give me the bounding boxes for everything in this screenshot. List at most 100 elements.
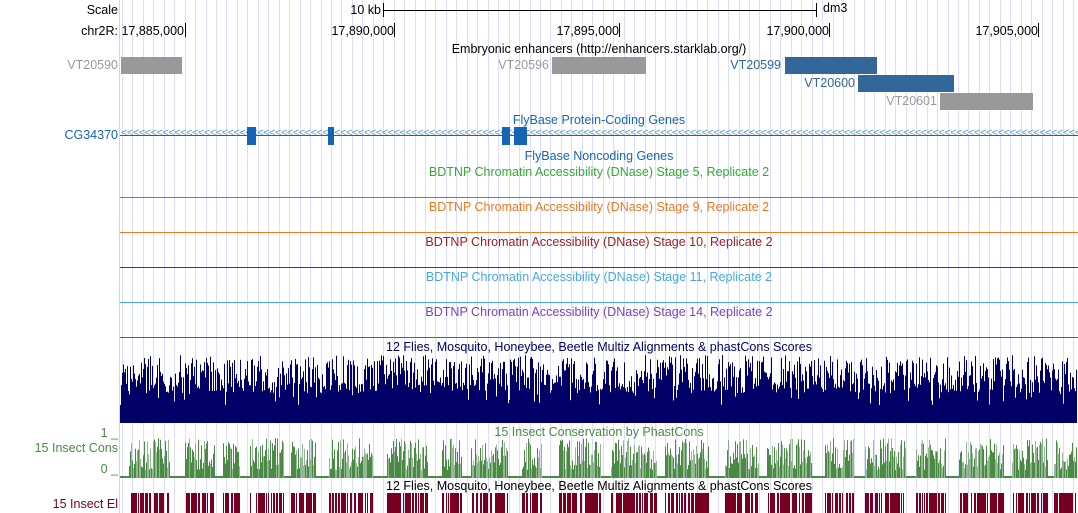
gene-exon[interactable] (502, 127, 510, 145)
cons-bar (373, 476, 374, 478)
cons-bar (674, 468, 675, 478)
multiz-bar (820, 365, 821, 423)
enhancer-label: VT20599 (730, 58, 781, 72)
conserved-element-bar (541, 493, 542, 513)
conserved-element-bar (345, 493, 346, 513)
cons-bar (1060, 469, 1061, 478)
multiz-bar (465, 367, 466, 423)
conserved-element-bar (135, 493, 136, 513)
multiz-bar (470, 385, 471, 423)
multiz-bar (471, 356, 472, 423)
cons-bar (1035, 441, 1036, 478)
cons-bar (720, 476, 721, 478)
cons-bar (982, 446, 983, 478)
enhancer-feature[interactable] (940, 93, 1033, 110)
enhancer-feature[interactable] (552, 57, 646, 74)
cons-bar (323, 476, 324, 478)
cons-bar (324, 476, 325, 478)
cons-bar (304, 448, 305, 478)
cons-bar (860, 476, 861, 478)
cons-bar (623, 440, 624, 478)
cons-left-label[interactable]: 15 Insect Cons (34, 441, 118, 455)
multiz-bar (178, 382, 179, 423)
multiz-bar (416, 379, 417, 423)
cons-bar (520, 476, 521, 478)
multiz-bar (362, 384, 363, 423)
multiz-bar (814, 360, 815, 423)
multiz-bar (602, 388, 603, 423)
conserved-element-bar (891, 493, 892, 513)
dnase-signal-line[interactable] (120, 302, 1078, 303)
cons-bar (947, 476, 948, 478)
conserved-element-bar (533, 493, 534, 513)
grid-line (132, 0, 133, 513)
dnase-signal-line[interactable] (120, 267, 1078, 268)
enhancer-feature[interactable] (858, 75, 954, 92)
multiz-bar (780, 382, 781, 423)
dnase-signal-line[interactable] (120, 232, 1078, 233)
cons-bar (590, 465, 591, 478)
elements-left-label[interactable]: 15 Insect El (52, 497, 118, 511)
conserved-element-bar (738, 493, 739, 513)
ruler-tick (394, 23, 395, 37)
grid-line (540, 0, 541, 513)
gene-exon[interactable] (247, 127, 256, 145)
multiz-bar (392, 388, 393, 423)
gene-exon[interactable] (514, 127, 527, 145)
cons-bar (700, 452, 701, 478)
cons-bar (662, 476, 663, 478)
multiz-bar (460, 386, 461, 423)
multiz-bar (387, 378, 388, 423)
cons-bar (1005, 476, 1006, 478)
enhancer-feature[interactable] (121, 57, 182, 74)
conserved-element-bar (1034, 493, 1035, 513)
multiz-bar (544, 384, 545, 423)
multiz-bar (883, 385, 884, 423)
cons-bar (759, 476, 760, 478)
multiz-bar (513, 360, 514, 423)
cons-bar (200, 459, 201, 478)
cons-bar (644, 453, 645, 478)
multiz-bar (689, 387, 690, 423)
enhancer-feature[interactable] (785, 57, 877, 74)
cons-bar (136, 460, 137, 478)
grid-line (989, 0, 990, 513)
multiz-bar (339, 385, 340, 423)
multiz-bar (721, 404, 722, 423)
multiz-bar (807, 388, 808, 423)
multiz-bar (650, 359, 651, 423)
conserved-element-bar (740, 493, 741, 513)
multiz-bar (382, 360, 383, 423)
cons-bar (752, 444, 753, 478)
multiz-bar (214, 391, 215, 423)
conserved-element-bar (830, 493, 831, 513)
conserved-element-bar (616, 493, 617, 513)
gene-intron-line[interactable] (120, 135, 1078, 136)
conserved-element-bar (785, 493, 786, 513)
multiz-bar (713, 377, 714, 423)
conserved-element-bar (294, 493, 295, 513)
conserved-element-bar (1047, 493, 1048, 513)
cons-bar (659, 476, 660, 478)
multiz-bar (272, 382, 273, 423)
multiz-bar (293, 396, 294, 423)
gene-label[interactable]: CG34370 (64, 128, 118, 142)
cons-bar (615, 442, 616, 478)
cons-bar (922, 440, 923, 478)
cons-bar (362, 456, 363, 478)
cons-bar (431, 476, 432, 478)
multiz-bar (349, 389, 350, 423)
multiz-bar (850, 391, 851, 423)
conserved-element-bar (264, 493, 265, 513)
gene-exon[interactable] (328, 127, 334, 145)
cons-bar (151, 468, 152, 478)
dnase-signal-line[interactable] (120, 337, 1078, 338)
cons-bar (608, 476, 609, 478)
multiz-bar (124, 372, 125, 423)
dnase-signal-line[interactable] (120, 197, 1078, 198)
conserved-element-bar (796, 493, 797, 513)
conserved-element-bar (595, 493, 596, 513)
conserved-element-bar (998, 493, 999, 513)
